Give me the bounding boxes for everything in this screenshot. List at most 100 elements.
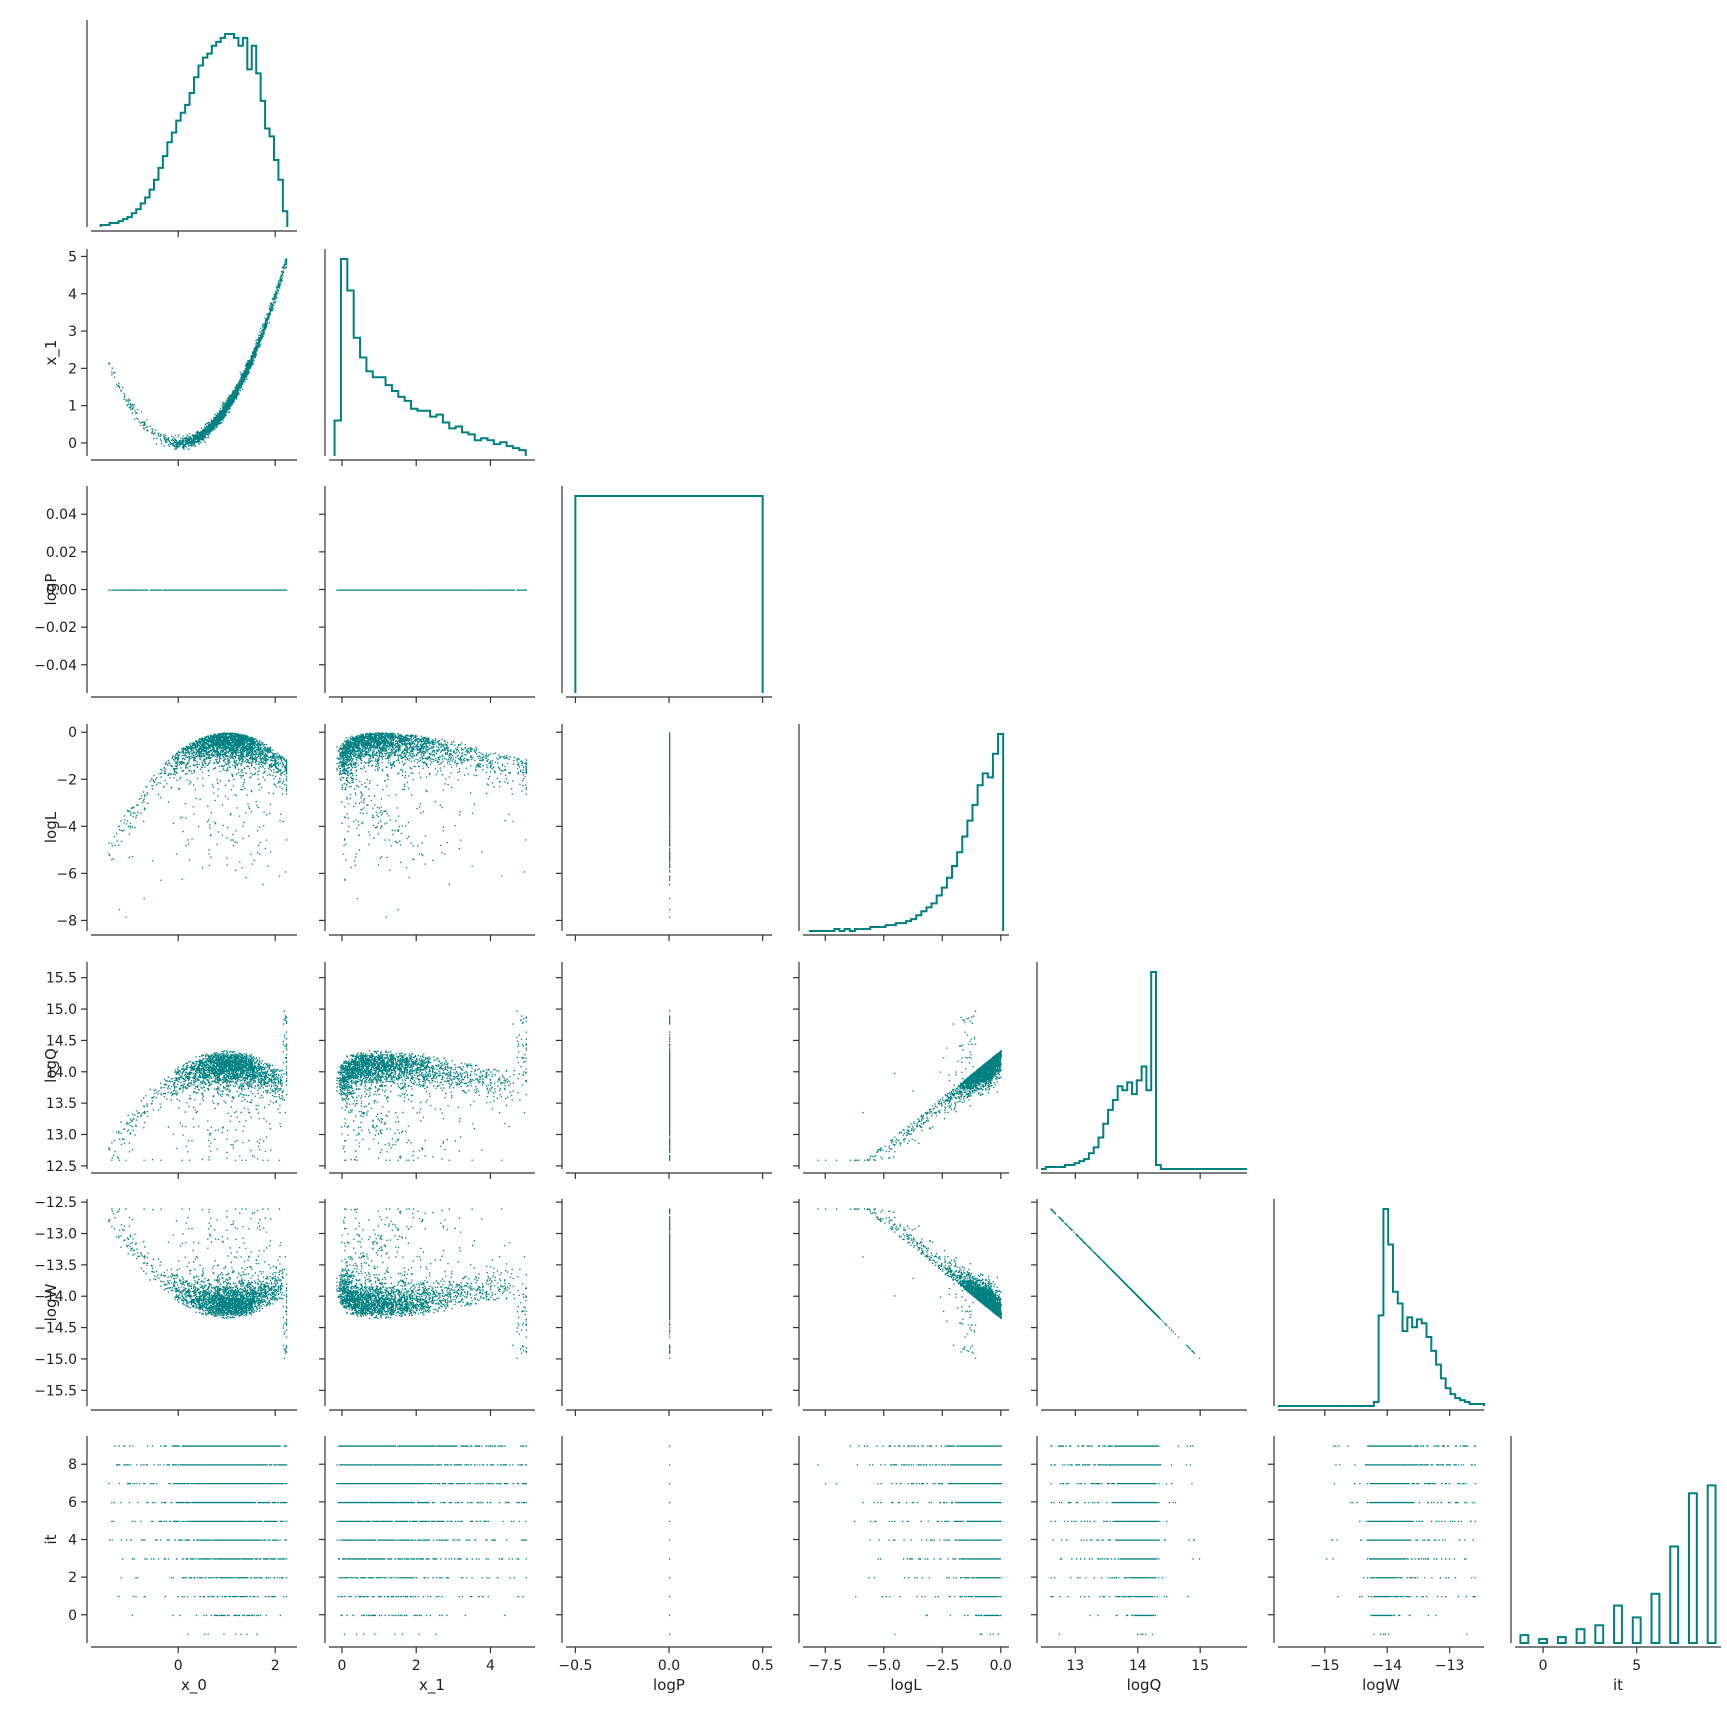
- panel-logW-vs-logQ: [1031, 1199, 1247, 1416]
- y-tick-label: 1: [68, 399, 77, 415]
- y-tick-label: 13.5: [46, 1096, 77, 1112]
- y-tick-label: 0: [68, 725, 77, 741]
- x-axis-label-logL: logL: [890, 1676, 922, 1694]
- x-tick-label: −7.5: [808, 1658, 842, 1674]
- histogram-bar: [1519, 1634, 1530, 1644]
- scatter-points: [108, 732, 288, 918]
- x-tick-label: −15: [1310, 1658, 1340, 1674]
- y-tick-label: 0: [68, 436, 77, 452]
- histogram-bar: [1650, 1592, 1661, 1644]
- scatter-points: [817, 1010, 1002, 1161]
- y-tick-label: 5: [68, 249, 77, 265]
- x-axis-label-logW: logW: [1362, 1676, 1400, 1694]
- y-axis-label-logP: logP: [42, 574, 60, 606]
- panel-logQ-vs-x_0: 12.5 13.0 13.5 14.0 14.5 15.0 15.5: [46, 962, 297, 1179]
- histogram-bar: [1669, 1545, 1680, 1644]
- x-tick-label: 0: [1539, 1658, 1548, 1674]
- scatter-points: [669, 1445, 671, 1635]
- y-tick-label: 14.0: [46, 1065, 77, 1081]
- y-tick-label: −15.5: [34, 1383, 77, 1399]
- panel-logW-vs-logL: [793, 1199, 1009, 1416]
- y-tick-label: −0.04: [34, 658, 77, 674]
- y-tick-label: 14.5: [46, 1033, 77, 1049]
- y-tick-label: −4: [56, 819, 77, 835]
- scatter-points: [336, 732, 527, 918]
- y-tick-label: 3: [68, 324, 77, 340]
- x-tick-label: 2: [271, 1658, 280, 1674]
- panel-it-vs-x_1: 0 2 4: [319, 1436, 535, 1674]
- panel-logW-vs-x_1: [319, 1199, 535, 1416]
- y-tick-label: −13.5: [34, 1258, 77, 1274]
- panel-logP-vs-x_1: [319, 486, 535, 703]
- scatter-points: [817, 1445, 1002, 1635]
- panel-logL-vs-x_0: −8 −6 −4 −2 0: [56, 724, 297, 941]
- panel-logQ-vs-logL: [793, 962, 1009, 1179]
- y-axis-label-logW: logW: [42, 1283, 60, 1321]
- scatter-points: [108, 258, 288, 450]
- panel-it-vs-logL: −7.5 −5.0 −2.5 0.0: [793, 1436, 1012, 1674]
- x-tick-label: −5.0: [867, 1658, 901, 1674]
- x-tick-label: 14: [1129, 1658, 1147, 1674]
- x-axis-label-logQ: logQ: [1127, 1676, 1162, 1694]
- y-tick-label: 0.02: [46, 545, 77, 561]
- panel-x_1-vs-x_0: 0 1 2 3 4 5: [68, 249, 297, 466]
- y-tick-label: −8: [56, 913, 77, 929]
- panel-logW-vs-logP: [556, 1199, 772, 1416]
- y-tick-label: 13.0: [46, 1128, 77, 1144]
- histogram-step: [574, 495, 764, 693]
- x-tick-label: 0.5: [752, 1658, 774, 1674]
- scatter-points: [1050, 1445, 1201, 1635]
- y-tick-label: −2: [56, 772, 77, 788]
- panel-logQ-vs-logQ: [1036, 962, 1247, 1179]
- x-axis-label-logP: logP: [653, 1676, 685, 1694]
- scatter-points: [669, 1208, 671, 1359]
- histogram-bar: [1687, 1492, 1698, 1645]
- scatter-points: [817, 1208, 1002, 1359]
- x-axis-label-x_1: x_1: [419, 1676, 445, 1695]
- panel-x_1-vs-x_1: [324, 249, 535, 466]
- panel-x_0-vs-x_0: [86, 20, 297, 237]
- y-tick-label: 15.0: [46, 1002, 77, 1018]
- y-tick-label: 2: [68, 1570, 77, 1586]
- y-tick-label: 6: [68, 1495, 77, 1511]
- y-tick-label: −15.0: [34, 1352, 77, 1368]
- scatter-points: [108, 1208, 288, 1359]
- histogram-step: [808, 733, 1005, 932]
- x-tick-label: 4: [486, 1658, 495, 1674]
- histogram-step: [99, 32, 289, 227]
- y-tick-label: −12.5: [34, 1195, 77, 1211]
- histogram-bar: [1538, 1638, 1549, 1645]
- scatter-points: [336, 1445, 527, 1635]
- scatter-points: [108, 1010, 288, 1161]
- y-tick-label: 12.5: [46, 1159, 77, 1175]
- histogram-bar: [1613, 1604, 1623, 1644]
- y-tick-label: −14.5: [34, 1321, 77, 1337]
- y-axis-label-x_1: x_1: [42, 340, 61, 366]
- panel-it-vs-x_0: 0 2 0 2 4 6 8: [68, 1436, 297, 1674]
- panel-logL-vs-logP: [556, 724, 772, 941]
- scatter-points: [108, 1445, 288, 1635]
- y-tick-label: 4: [68, 287, 77, 303]
- y-tick-label: 8: [68, 1457, 77, 1473]
- x-tick-label: 0: [338, 1658, 347, 1674]
- y-tick-label: 0.00: [46, 583, 77, 599]
- x-tick-label: −14: [1372, 1658, 1402, 1674]
- scatter-points: [336, 589, 527, 591]
- x-axis-label-x_0: x_0: [181, 1676, 207, 1695]
- y-tick-label: −6: [56, 866, 77, 882]
- y-axis-label-logL: logL: [42, 811, 60, 843]
- histogram-step: [1278, 1208, 1485, 1407]
- panel-it-vs-logQ: 13 14 15: [1031, 1436, 1247, 1674]
- y-tick-label: −0.02: [34, 620, 77, 636]
- panel-it-vs-logW: −15 −14 −13: [1268, 1436, 1484, 1674]
- y-tick-label: 2: [68, 361, 77, 377]
- scatter-points: [669, 1010, 671, 1161]
- x-tick-label: 0.0: [658, 1658, 680, 1674]
- x-axis-label-it: it: [1613, 1676, 1623, 1694]
- panel-logQ-vs-x_1: [319, 962, 535, 1179]
- y-axis-label-it: it: [42, 1534, 60, 1544]
- panel-logW-vs-logW: [1273, 1199, 1485, 1416]
- x-tick-label: 0: [174, 1658, 183, 1674]
- histogram-bar: [1575, 1628, 1586, 1644]
